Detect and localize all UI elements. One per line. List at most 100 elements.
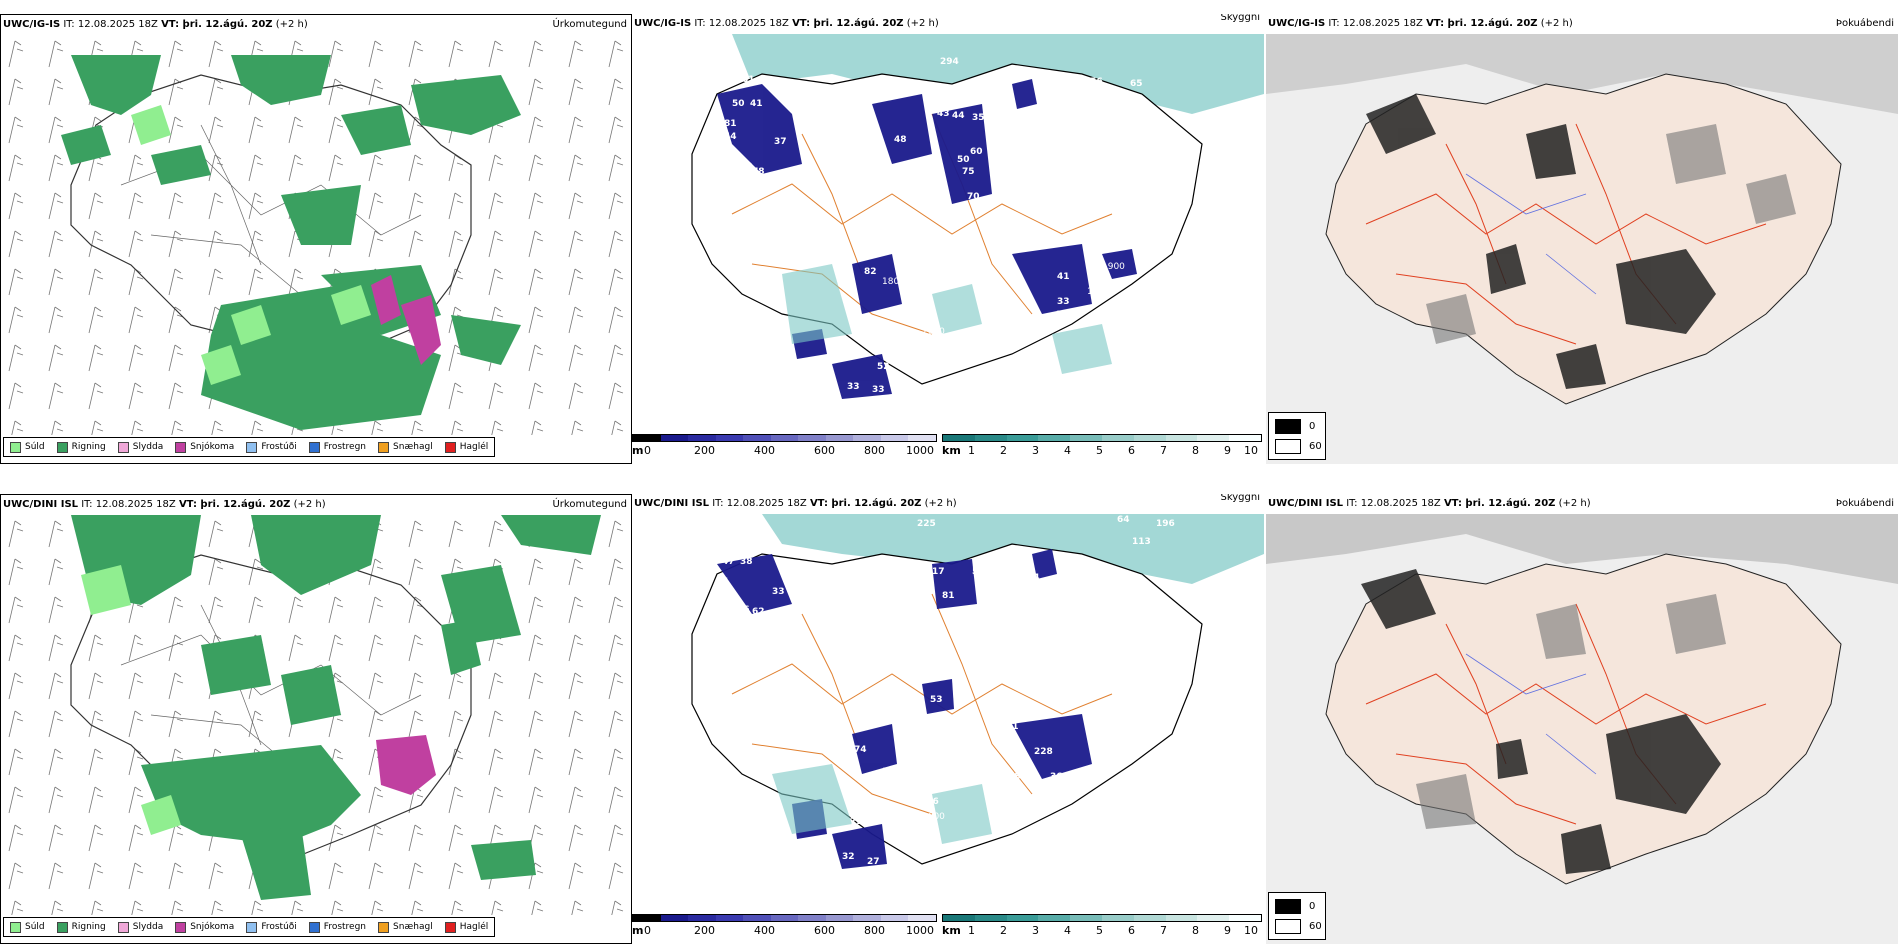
svg-text:44: 44	[716, 577, 729, 587]
panel-header: UWC/IG-IS IT: 12.08.2025 18Z VT: þri. 12…	[3, 19, 308, 30]
fog-legend: 0 60	[1268, 412, 1326, 460]
svg-text:50: 50	[957, 155, 970, 165]
svg-text:81: 81	[724, 119, 737, 129]
panel-header: UWC/IG-IS IT: 12.08.2025 18Z VT: þri. 12…	[634, 18, 939, 29]
legend-item-hail: Haglél	[444, 441, 488, 453]
svg-text:53: 53	[740, 162, 753, 172]
panel-title: Úrkomutegund	[552, 19, 627, 30]
cloud-base-scale: m 0 200 400 600 800 1000	[632, 914, 937, 942]
svg-text:37: 37	[774, 137, 787, 147]
svg-text:36: 36	[1056, 310, 1069, 320]
fog-panel-row2: UWC/DINI ISL IT: 12.08.2025 18Z VT: þri.…	[1266, 494, 1898, 944]
svg-text:294: 294	[940, 57, 959, 67]
svg-text:34: 34	[1027, 573, 1040, 583]
panel-header: UWC/DINI ISL IT: 12.08.2025 18Z VT: þri.…	[1268, 498, 1591, 509]
svg-text:180: 180	[887, 815, 906, 825]
svg-text:17: 17	[932, 567, 945, 577]
svg-text:600: 600	[762, 627, 779, 637]
svg-text:35: 35	[972, 113, 985, 123]
visibility-value-labels: 225 64 196 113 62 47 38 44 33 56 62 93 1…	[708, 515, 1175, 867]
legend-item-freezing-drizzle: Frostúði	[246, 921, 297, 933]
cloud-base-scale: m 0 200 400 600 800 1000	[632, 434, 937, 462]
legend-item-rain: Rigning	[56, 921, 106, 933]
legend-item-drizzle: Súld	[10, 921, 45, 933]
svg-text:74: 74	[712, 805, 725, 815]
svg-text:113: 113	[1132, 537, 1151, 547]
svg-text:46: 46	[1008, 272, 1021, 282]
svg-text:32: 32	[842, 852, 855, 862]
svg-text:74: 74	[854, 745, 867, 755]
svg-text:78: 78	[752, 167, 765, 177]
visibility-map: 294 57 61 50 41 37 48 43 44 35 81 44 53 …	[691, 34, 1264, 399]
legend-item-snow-pellets: Snæhagl	[378, 441, 433, 453]
svg-text:35: 35	[1024, 707, 1037, 717]
svg-text:75: 75	[962, 167, 975, 177]
svg-text:225: 225	[917, 519, 936, 529]
svg-text:12: 12	[1102, 587, 1115, 597]
svg-text:1500: 1500	[1072, 807, 1095, 817]
svg-text:1800: 1800	[882, 767, 905, 777]
svg-text:44: 44	[952, 111, 965, 121]
visibility-scale: km 1 2 3 4 5 6 7 8 9 10	[942, 434, 1262, 462]
svg-text:44: 44	[724, 132, 737, 142]
visibility-value-labels: 294 57 61 50 41 37 48 43 44 35 81 44 53 …	[707, 57, 1143, 395]
svg-text:62: 62	[730, 541, 743, 551]
svg-text:64: 64	[1117, 515, 1130, 525]
svg-text:82: 82	[864, 267, 877, 277]
svg-text:47: 47	[722, 557, 735, 567]
svg-text:60: 60	[970, 147, 983, 157]
svg-text:33: 33	[772, 587, 785, 597]
svg-text:33: 33	[847, 382, 860, 392]
legend-item-freezing-rain: Frostregn	[308, 921, 366, 933]
precip-map	[1, 35, 631, 435]
svg-text:56: 56	[737, 605, 750, 615]
precip-map	[1, 515, 631, 915]
cloud-base-labels: 1500 1800 2600 1400 1900 1000	[727, 177, 1125, 337]
panel-header: UWC/DINI ISL IT: 12.08.2025 18Z VT: þri.…	[3, 499, 326, 510]
svg-text:76: 76	[754, 177, 767, 187]
legend-item-sleet: Slydda	[117, 921, 163, 933]
svg-text:61: 61	[742, 75, 755, 85]
svg-text:206: 206	[920, 797, 939, 807]
legend-item-snow: Snjókoma	[175, 441, 234, 453]
svg-text:1000: 1000	[1087, 287, 1110, 297]
svg-text:61: 61	[1006, 722, 1019, 732]
fog-map	[1266, 514, 1898, 944]
svg-text:151: 151	[957, 647, 976, 657]
legend-item-drizzle: Súld	[10, 441, 45, 453]
svg-text:131: 131	[962, 337, 981, 347]
cloud-base-labels: 600 1800 2600 1500	[762, 627, 1095, 822]
svg-text:41: 41	[1057, 272, 1070, 282]
svg-text:92: 92	[884, 239, 897, 249]
legend-item-rain: Rigning	[56, 441, 106, 453]
svg-text:70: 70	[967, 192, 980, 202]
svg-text:81: 81	[942, 591, 955, 601]
svg-text:118: 118	[708, 655, 727, 665]
precip-legend: Súld Rigning Slydda Snjókoma Frostúði Fr…	[3, 437, 496, 457]
panel-title: Þokuábendi	[1835, 498, 1894, 509]
svg-text:50: 50	[732, 99, 745, 109]
panel-title: Úrkomutegund	[552, 499, 627, 510]
svg-text:52: 52	[877, 362, 890, 372]
svg-text:62: 62	[752, 607, 765, 617]
svg-text:61: 61	[1027, 115, 1040, 125]
svg-text:2600: 2600	[922, 327, 945, 337]
svg-text:1400: 1400	[727, 297, 750, 307]
svg-text:81: 81	[1027, 237, 1040, 247]
precip-legend: Súld Rigning Slydda Snjókoma Frostúði Fr…	[3, 917, 496, 937]
svg-text:33: 33	[1057, 297, 1070, 307]
svg-text:1800: 1800	[882, 277, 905, 287]
svg-text:41: 41	[750, 99, 763, 109]
svg-text:2600: 2600	[922, 812, 945, 822]
svg-text:24: 24	[1054, 792, 1067, 802]
legend-item-sleet: Slydda	[117, 441, 163, 453]
legend-item-snow-pellets: Snæhagl	[378, 921, 433, 933]
svg-text:156: 156	[1084, 77, 1103, 87]
svg-text:1900: 1900	[1102, 262, 1125, 272]
fog-map	[1266, 34, 1898, 464]
svg-text:61: 61	[707, 357, 720, 367]
svg-text:1500: 1500	[837, 177, 860, 187]
svg-text:71: 71	[992, 225, 1005, 235]
visibility-panel-row2: UWC/DINI ISL IT: 12.08.2025 18Z VT: þri.…	[632, 494, 1264, 944]
panel-header: UWC/IG-IS IT: 12.08.2025 18Z VT: þri. 12…	[1268, 18, 1573, 29]
